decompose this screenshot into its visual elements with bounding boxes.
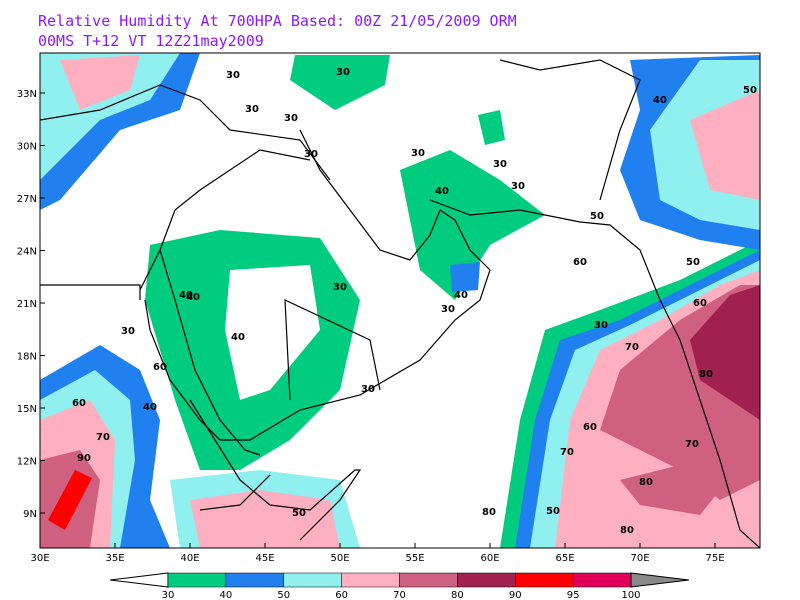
colorbar-label: 70	[393, 590, 406, 600]
contour-label: 40	[186, 292, 200, 303]
coastlines	[40, 59, 760, 548]
contour-label: 30	[336, 67, 350, 78]
contour-label: 40	[454, 290, 468, 301]
colorbar-box	[399, 572, 458, 588]
lon-label: 35E	[105, 553, 124, 564]
contour-label: 70	[96, 432, 110, 443]
colorbar-label: 90	[509, 590, 522, 600]
contour-label: 40	[179, 290, 193, 301]
contour-label: 50	[546, 506, 560, 517]
lat-label: 27N	[17, 194, 37, 205]
contour-label: 30	[441, 304, 455, 315]
lat-label: 30N	[17, 142, 37, 153]
contour-label: 30	[121, 326, 135, 337]
colorbar-box	[572, 572, 632, 588]
lat-label: 15N	[17, 404, 37, 415]
contour-label: 40	[653, 95, 667, 106]
lon-label: 55E	[405, 553, 424, 564]
title-line: 00MS T+12 VT 12Z21may2009	[38, 32, 264, 50]
contour-label: 30	[284, 113, 298, 124]
lon-label: 50E	[330, 553, 349, 564]
contour-label: 30	[245, 104, 259, 115]
contour-label: 60	[72, 398, 86, 409]
colorbar-box	[225, 572, 284, 588]
contour-label: 70	[625, 342, 639, 353]
lon-label: 65E	[555, 553, 574, 564]
lon-label: 60E	[480, 553, 499, 564]
lat-label: 18N	[17, 352, 37, 363]
axes: 9N 12N 15N 18N 21N 24N 27N 30N 33N 30E 35E 40E 45E 50…	[17, 89, 725, 564]
colorbar-label: 30	[162, 590, 175, 600]
contour-label: 30	[304, 149, 318, 160]
contour-label: 40	[435, 186, 449, 197]
contour-label: 30	[361, 384, 375, 395]
contour-label: 60	[693, 298, 707, 309]
lat-label: 24N	[17, 247, 37, 258]
colorbar-end	[109, 572, 169, 588]
lon-label: 70E	[630, 553, 649, 564]
colorbar: 30 40 50 60 70 80 90 95 100	[109, 572, 690, 600]
contour-label: 80	[699, 369, 713, 380]
title: Relative Humidity At 700HPA Based: 00Z 2…	[38, 12, 517, 50]
colorbar-label: 50	[277, 590, 290, 600]
colorbar-box	[167, 572, 227, 588]
colorbar-box	[515, 572, 574, 588]
contour-label: 40	[143, 402, 157, 413]
contour-label: 70	[560, 447, 574, 458]
contour-label: 60	[153, 362, 167, 373]
colorbar-box	[283, 572, 342, 588]
contour-label: 50	[743, 85, 757, 96]
contour-label: 70	[685, 439, 699, 450]
title-line: Relative Humidity At 700HPA Based: 00Z 2…	[38, 12, 517, 30]
colorbar-label: 40	[220, 590, 233, 600]
contour-label: 50	[590, 211, 604, 222]
contour-label: 80	[482, 507, 496, 518]
field	[40, 53, 760, 548]
lon-label: 75E	[705, 553, 724, 564]
contour-label: 60	[583, 422, 597, 433]
lat-label: 21N	[17, 299, 37, 310]
contour-label: 30	[594, 320, 608, 331]
contour-label: 30	[493, 159, 507, 170]
contour-label: 30	[226, 70, 240, 81]
lon-label: 30E	[30, 553, 49, 564]
contour-label: 50	[292, 508, 306, 519]
contour-label: 30	[333, 282, 347, 293]
contour-label: 50	[686, 257, 700, 268]
lon-label: 45E	[255, 553, 274, 564]
contour-label: 60	[573, 257, 587, 268]
contour-label: 40	[231, 332, 245, 343]
lat-label: 12N	[17, 457, 37, 468]
colorbar-label: 80	[451, 590, 464, 600]
contour-label: 80	[620, 525, 634, 536]
colorbar-label: 100	[621, 590, 640, 600]
lat-label: 9N	[23, 509, 37, 520]
colorbar-box	[457, 572, 516, 588]
lat-label: 33N	[17, 89, 37, 100]
contour-label: 80	[639, 477, 653, 488]
colorbar-end	[630, 572, 690, 588]
contour-label: 90	[77, 453, 91, 464]
map-frame	[39, 52, 761, 549]
contour-label: 30	[411, 148, 425, 159]
colorbar-label: 60	[335, 590, 348, 600]
lon-label: 40E	[180, 553, 199, 564]
colorbar-box	[341, 572, 400, 588]
contour-label: 30	[511, 181, 525, 192]
colorbar-label: 95	[567, 590, 580, 600]
